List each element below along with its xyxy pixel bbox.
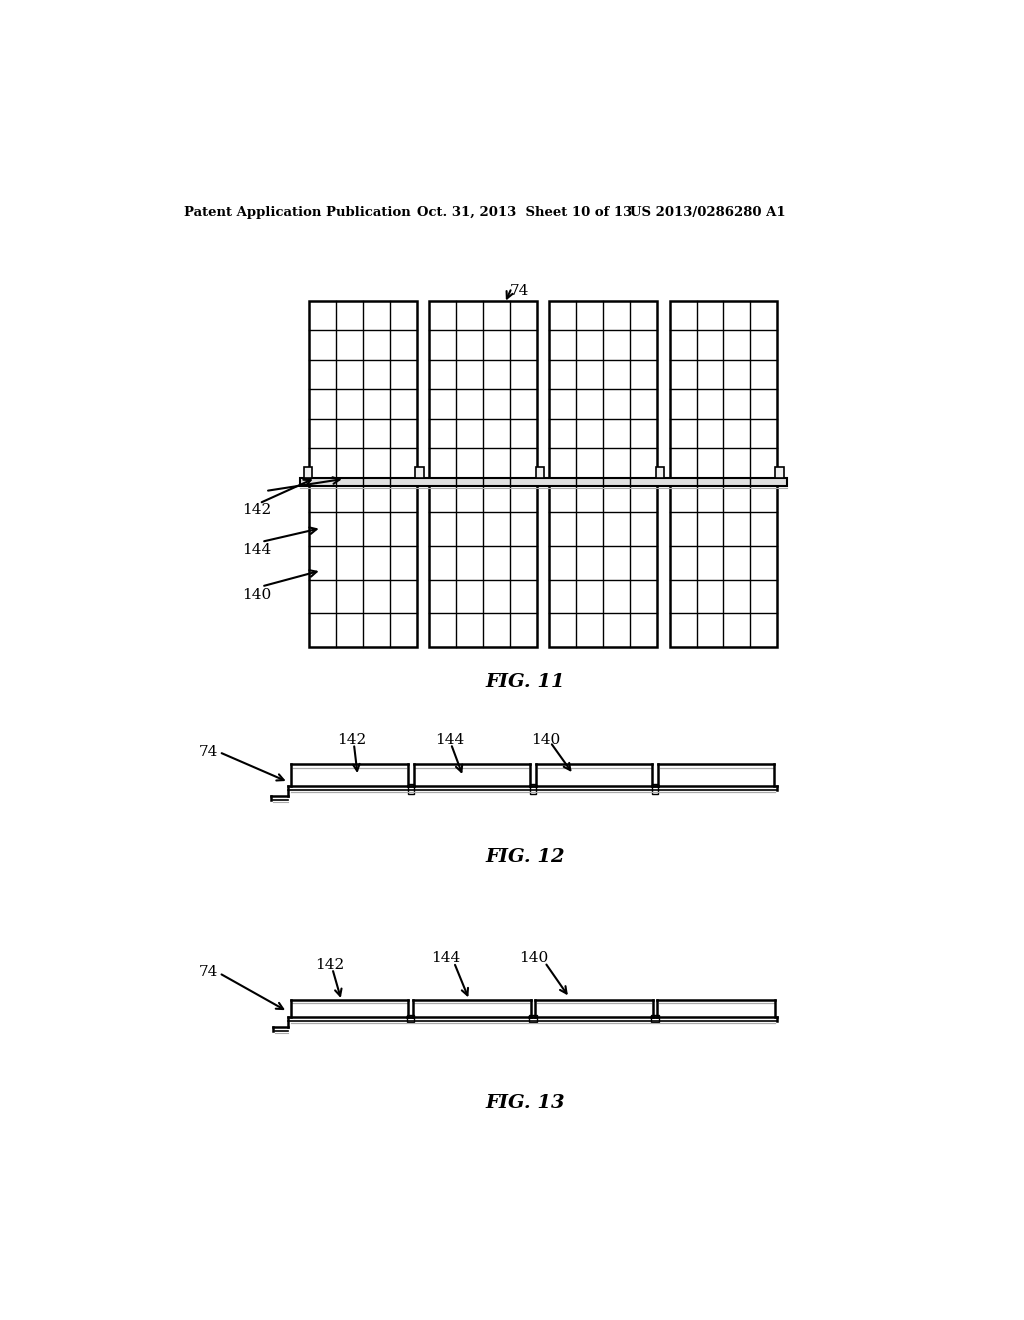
Text: FIG. 11: FIG. 11 bbox=[485, 673, 564, 690]
Bar bbox=[408, 784, 414, 793]
Bar bbox=[655, 467, 665, 478]
Text: FIG. 13: FIG. 13 bbox=[485, 1094, 564, 1111]
Bar bbox=[300, 478, 786, 486]
Text: 142: 142 bbox=[337, 733, 367, 747]
Bar bbox=[529, 784, 536, 793]
Bar bbox=[775, 467, 783, 478]
Text: 74: 74 bbox=[509, 284, 528, 298]
Text: 142: 142 bbox=[315, 958, 345, 972]
Bar bbox=[416, 467, 424, 478]
Text: 140: 140 bbox=[531, 733, 560, 747]
Text: FIG. 12: FIG. 12 bbox=[485, 847, 564, 866]
Text: 144: 144 bbox=[435, 733, 464, 747]
Text: 74: 74 bbox=[199, 744, 218, 759]
Text: 74: 74 bbox=[199, 965, 218, 979]
Bar bbox=[407, 1015, 415, 1022]
Text: 140: 140 bbox=[243, 589, 271, 602]
Bar bbox=[304, 467, 312, 478]
Text: 142: 142 bbox=[243, 503, 271, 517]
Text: 144: 144 bbox=[431, 952, 460, 965]
Bar bbox=[652, 784, 658, 793]
Bar bbox=[536, 467, 544, 478]
Text: US 2013/0286280 A1: US 2013/0286280 A1 bbox=[630, 206, 785, 219]
Text: Oct. 31, 2013  Sheet 10 of 13: Oct. 31, 2013 Sheet 10 of 13 bbox=[417, 206, 632, 219]
Bar bbox=[529, 1015, 537, 1022]
Text: Patent Application Publication: Patent Application Publication bbox=[184, 206, 412, 219]
Text: 144: 144 bbox=[243, 544, 271, 557]
Text: 140: 140 bbox=[519, 952, 549, 965]
Bar bbox=[651, 1015, 659, 1022]
